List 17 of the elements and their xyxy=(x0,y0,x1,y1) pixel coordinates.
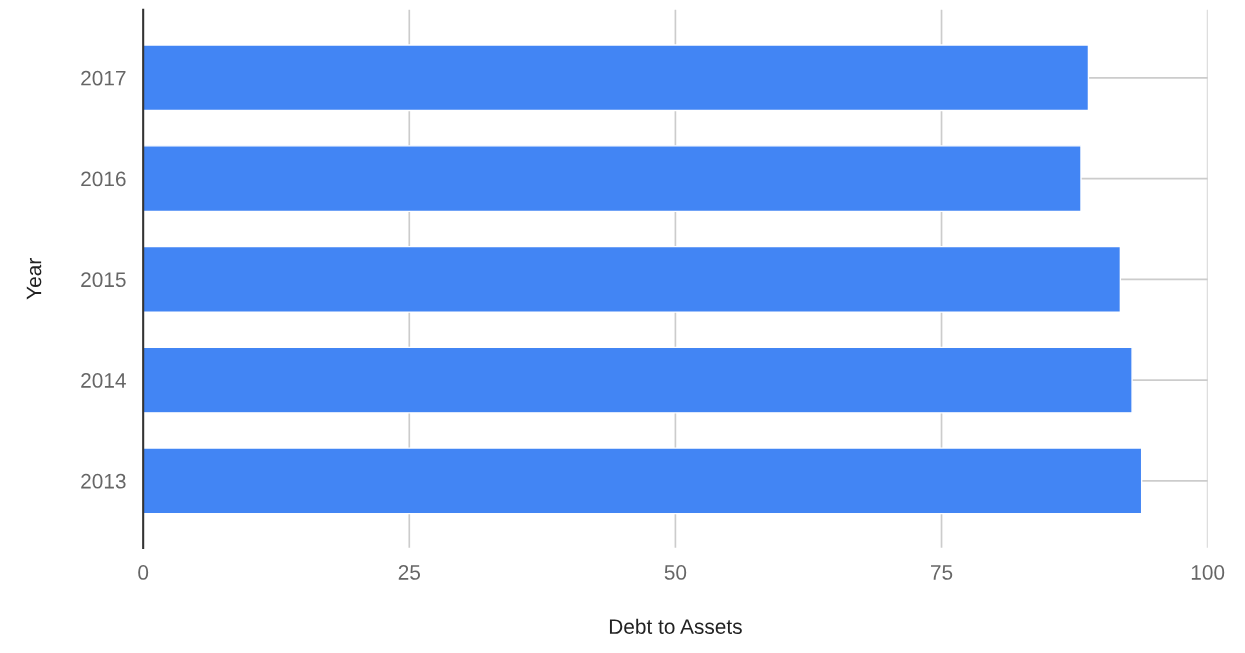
x-tick-label: 25 xyxy=(398,565,421,580)
bar xyxy=(143,346,1133,414)
x-tick-label: 75 xyxy=(931,565,953,580)
y-tick-label: 2016 xyxy=(81,171,126,187)
x-tick-label: 100 xyxy=(1191,565,1225,580)
bar xyxy=(143,447,1143,515)
y-axis-title: Year xyxy=(26,258,42,300)
bar xyxy=(143,245,1122,313)
x-axis-title: Debt to Assets xyxy=(609,618,742,634)
y-tick-label: 2017 xyxy=(81,70,126,86)
y-tick-label: 2013 xyxy=(81,473,126,489)
y-tick-label: 2014 xyxy=(81,373,126,388)
bar xyxy=(143,145,1082,213)
x-tick-label: 50 xyxy=(664,565,687,580)
bar xyxy=(143,44,1090,112)
x-tick-label: 0 xyxy=(138,565,149,580)
y-tick-label: 2015 xyxy=(81,272,126,288)
